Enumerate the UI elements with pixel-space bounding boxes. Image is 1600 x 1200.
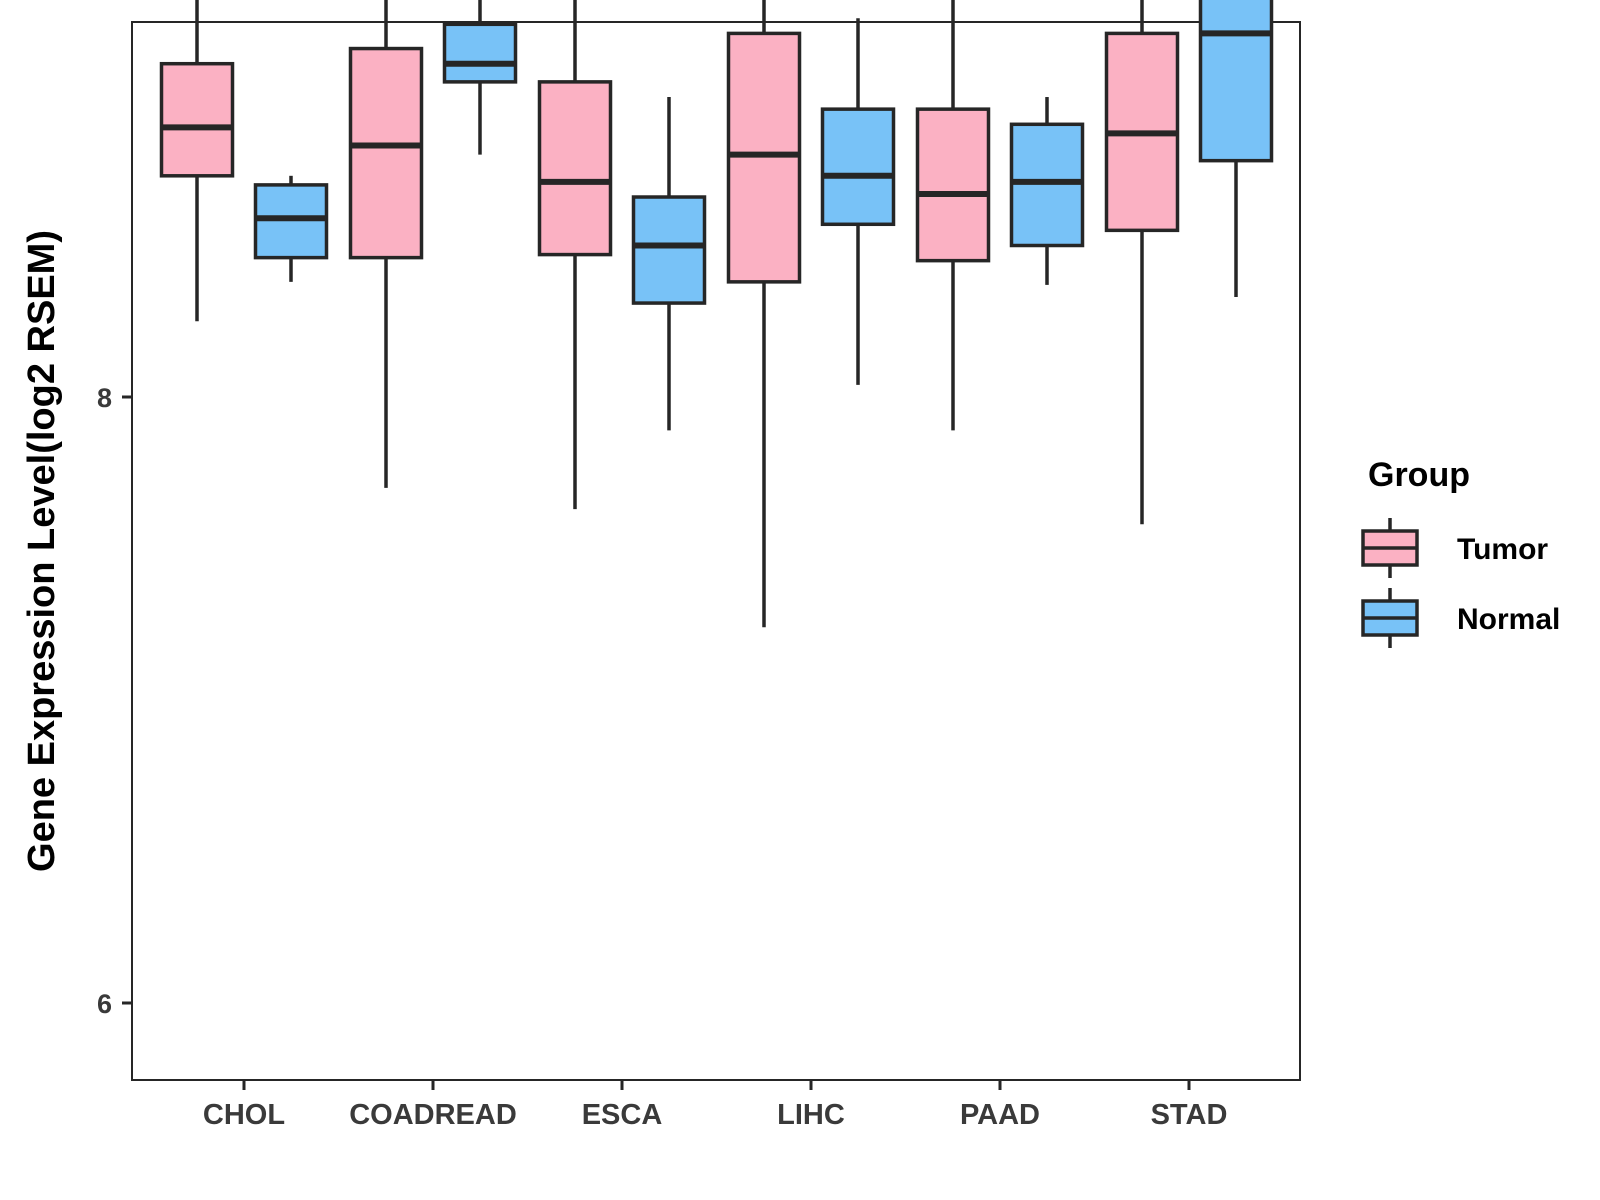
box-body [537,80,613,257]
box-normal-stad [1198,0,1274,298]
box-body [348,46,424,260]
x-tick-label: COADREAD [349,1099,517,1131]
box-normal-chol [253,175,329,282]
box-body [1198,0,1274,163]
legend-label-tumor: Tumor [1457,533,1548,566]
legend: Group Tumor Normal [1361,456,1560,648]
box-normal-lihc [820,18,896,385]
box-normal-paad [1009,97,1085,285]
box-groups [159,0,1274,628]
box-body [1009,122,1085,248]
y-tick-label: 8 [97,383,112,413]
box-body [726,31,802,284]
y-axis: 681012 [97,383,132,1019]
x-tick-label: ESCA [582,1099,663,1131]
x-tick-label: LIHC [777,1099,845,1131]
legend-title: Group [1368,456,1470,494]
y-tick-label: 6 [97,989,112,1019]
box-tumor-chol [159,0,235,322]
box-body [159,61,235,178]
box-body [820,107,896,227]
box-normal-esca [631,97,707,431]
x-tick-label: STAD [1151,1099,1228,1131]
panel-border [131,21,1301,1081]
box-tumor-stad [1104,0,1180,525]
box-normal-coadread [442,0,518,155]
y-axis-title: Gene Expression Level(log2 RSEM) [21,230,63,872]
box-tumor-paad [915,0,991,431]
box-body [253,183,329,260]
box-body [442,22,518,84]
box-body [631,195,707,305]
legend-key-normal [1361,588,1419,648]
legend-label-normal: Normal [1457,603,1560,636]
box-tumor-esca [537,0,613,510]
x-axis: CHOL COADREAD ESCA LIHC PAAD STAD [203,1080,1227,1131]
legend-key-tumor [1361,518,1419,578]
x-tick-label: CHOL [203,1099,285,1131]
box-tumor-lihc [726,0,802,628]
box-tumor-coadread [348,0,424,488]
x-tick-label: PAAD [960,1099,1040,1131]
box-body [915,107,991,263]
